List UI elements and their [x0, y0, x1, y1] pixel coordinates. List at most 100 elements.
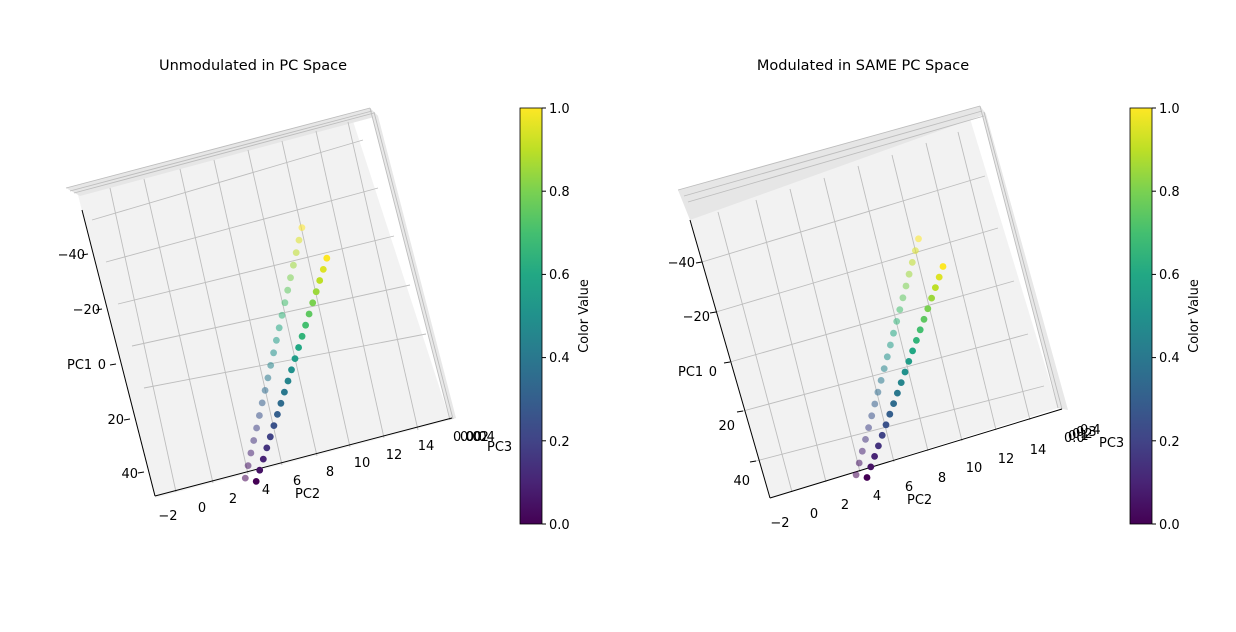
scatter-point [291, 355, 299, 362]
scatter-point [882, 421, 890, 429]
scatter-point [928, 294, 935, 302]
scatter-point [244, 462, 252, 469]
scatter-point [278, 311, 286, 319]
scatter-point [896, 306, 904, 313]
left-pc3-ticks: 0.00 0.02 0.04 [453, 430, 495, 445]
left-colorbar-tick: 0.6 [549, 268, 570, 283]
right-colorbar-tick: 0.6 [1159, 268, 1180, 283]
left-pc2-ticks: −2 0 2 4 6 8 10 12 14 [158, 439, 434, 524]
left-pc2-tick: 0 [198, 501, 206, 516]
scatter-point [287, 274, 294, 282]
right-title: Modulated in SAME PC Space [757, 58, 969, 74]
scatter-point [865, 424, 872, 431]
scatter-point [256, 466, 264, 474]
scatter-point [935, 273, 943, 281]
left-colorbar-label: Color Value [577, 279, 592, 353]
right-pc1-tick: −40 [668, 256, 695, 271]
scatter-point [871, 453, 878, 460]
scatter-point [267, 362, 275, 369]
right-subplot: Modulated in SAME PC Space [668, 58, 1125, 531]
scatter-point [852, 471, 860, 479]
scatter-point [901, 368, 909, 376]
scatter-point [316, 277, 324, 284]
left-pc1-tick: −40 [58, 248, 85, 263]
scatter-point [277, 399, 285, 407]
left-colorbar-tick: 0.8 [549, 185, 570, 200]
scatter-point [939, 263, 947, 270]
scatter-point [295, 236, 303, 244]
left-scatter-points [241, 224, 331, 485]
scatter-point [253, 424, 260, 432]
left-colorbar-tick: 0.2 [549, 435, 570, 450]
scatter-point [305, 310, 313, 318]
left-pc1-tick: −20 [73, 303, 100, 318]
right-colorbar-tick: 0.8 [1159, 185, 1180, 200]
right-colorbar-gradient [1129, 107, 1153, 525]
left-axis-lines [81, 209, 453, 497]
right-pc1-tick: −20 [683, 310, 710, 325]
right-colorbar-tick: 1.0 [1159, 102, 1180, 117]
right-pc1-ticks: −40 −20 0 20 40 [668, 256, 757, 489]
scatter-point [264, 374, 272, 382]
right-pc3-tick: 0.4 [1080, 423, 1101, 438]
scatter-point [263, 444, 271, 452]
right-pc3-label: PC3 [1099, 436, 1124, 451]
scatter-point [883, 353, 891, 361]
right-pc2-tick: 2 [841, 498, 849, 513]
right-pc2-tick: 12 [998, 452, 1015, 467]
scatter-point [915, 235, 922, 243]
scatter-point [877, 377, 885, 384]
scatter-point [871, 400, 879, 408]
scatter-point [281, 388, 288, 396]
left-pc2-tick: 2 [229, 492, 237, 507]
scatter-point [270, 349, 277, 357]
right-pc3-tick: 0.2 [1072, 427, 1093, 442]
right-pc1-label: PC1 [678, 365, 703, 380]
left-colorbar-tick: 0.4 [549, 351, 570, 366]
scatter-point [874, 388, 882, 396]
right-pc3-tick: 0.0 [1064, 431, 1085, 446]
left-pc3-tick: 0.04 [466, 430, 495, 445]
scatter-point [867, 463, 875, 471]
scatter-point [281, 299, 289, 307]
right-pc2-label: PC2 [907, 493, 932, 508]
right-pc3-tick: 0.1 [1068, 429, 1089, 444]
left-pc2-tick: 4 [262, 483, 270, 498]
scatter-point [266, 433, 274, 441]
scatter-point [312, 288, 320, 296]
right-colorbar-tick: 0.2 [1159, 435, 1180, 450]
right-pc1-tick: 40 [733, 474, 750, 489]
scatter-point [878, 431, 886, 439]
left-back-pane [78, 118, 450, 498]
scatter-point [295, 344, 302, 351]
right-back-pane [690, 112, 1058, 498]
right-pc2-tick: 0 [810, 507, 818, 522]
left-pc2-tick: 8 [326, 465, 334, 480]
left-pc3-tick: 0.00 [453, 430, 482, 445]
right-colorbar-label: Color Value [1187, 279, 1202, 353]
scatter-point [890, 400, 897, 407]
right-pc2-tick: −2 [770, 516, 789, 531]
left-pc1-ticks: −40 −20 0 20 40 [58, 248, 145, 482]
scatter-point [886, 410, 894, 418]
scatter-point [893, 318, 901, 325]
left-title: Unmodulated in PC Space [159, 58, 347, 74]
scatter-point [252, 478, 260, 485]
scatter-point [890, 329, 897, 337]
scatter-point [909, 347, 916, 355]
scatter-point [309, 299, 317, 307]
right-pc2-ticks: −2 0 2 4 6 8 10 12 14 [770, 443, 1046, 531]
scatter-point [868, 412, 876, 420]
right-pc2-tick: 4 [873, 489, 881, 504]
scatter-point [323, 254, 331, 262]
right-colorbar-tick: 0.4 [1159, 351, 1180, 366]
scatter-point [302, 321, 309, 329]
left-pc1-label: PC1 [67, 358, 92, 373]
scatter-point [913, 337, 920, 344]
scatter-point [905, 358, 913, 365]
scatter-point [284, 377, 292, 385]
left-pc1-tick: 40 [121, 467, 138, 482]
left-pc2-label: PC2 [295, 487, 320, 502]
left-pc2-tick: −2 [158, 509, 177, 524]
